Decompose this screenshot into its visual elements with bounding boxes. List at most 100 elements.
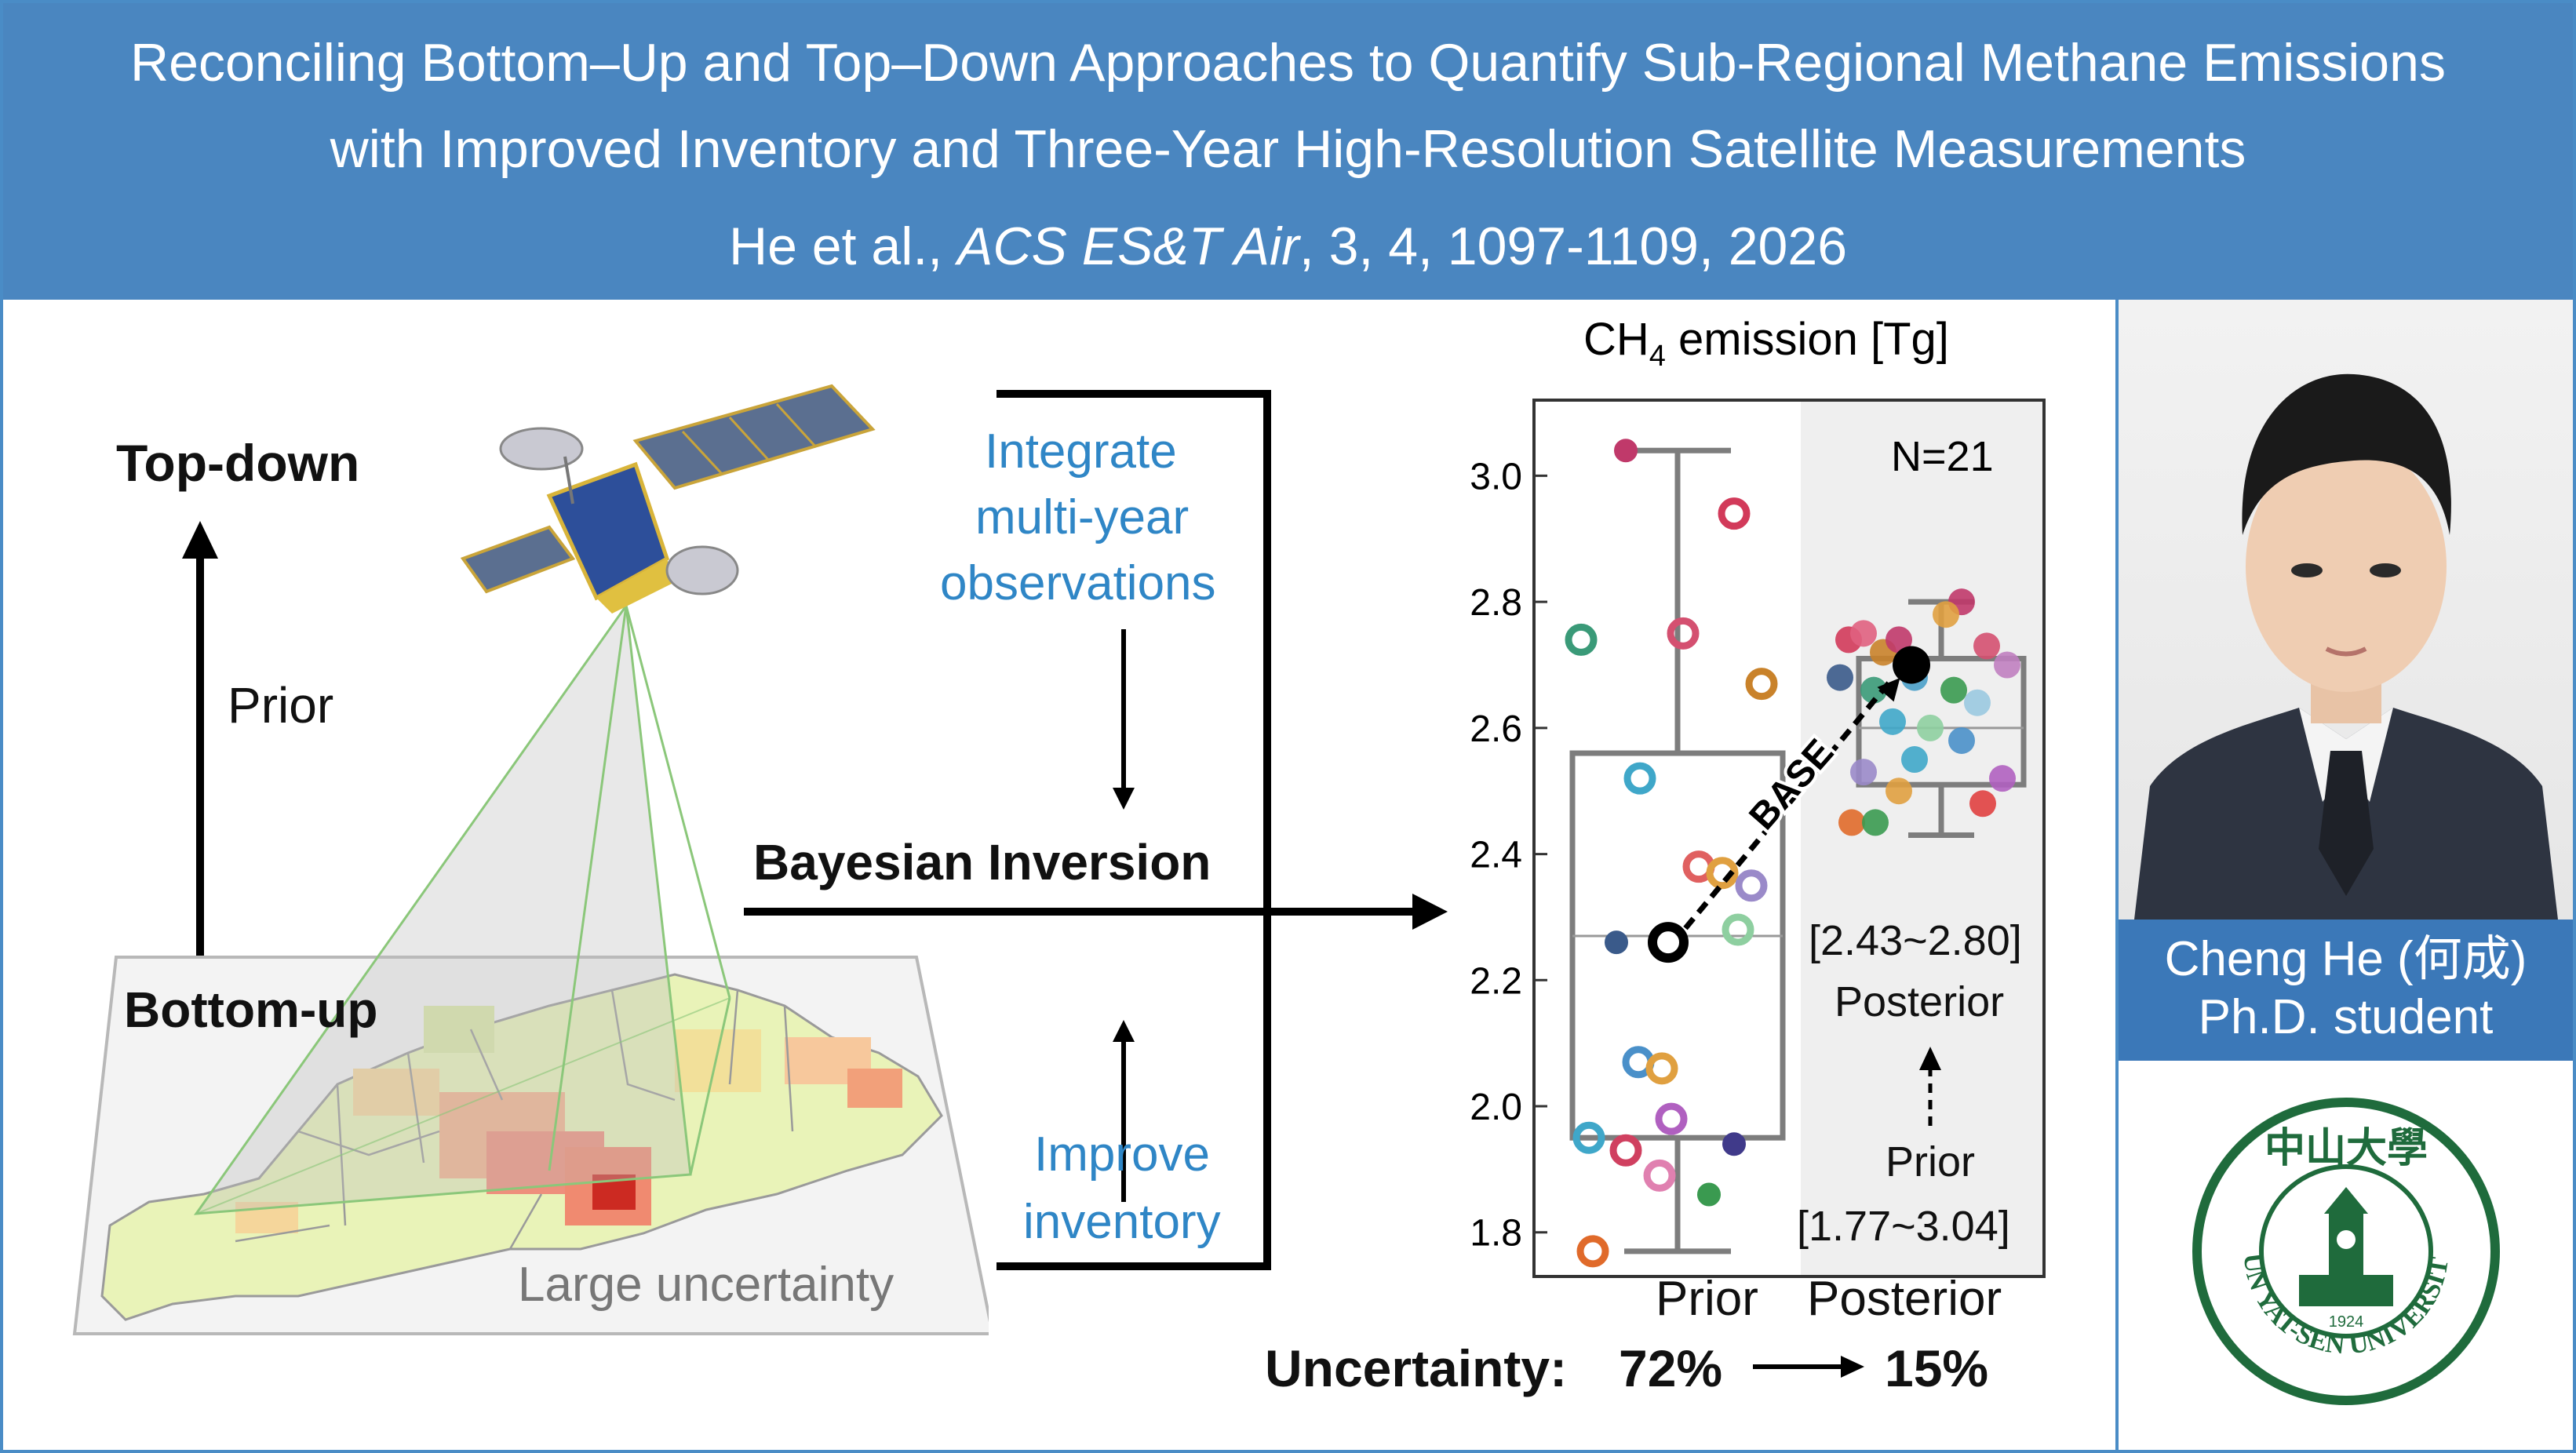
y-tick-label: 2.4	[1470, 835, 1522, 876]
prior-to-posterior-arrow	[1919, 1047, 1941, 1130]
posterior-point	[1879, 708, 1906, 735]
prior-point	[1655, 1102, 1688, 1135]
prior-box	[1569, 750, 1786, 1141]
posterior-point	[1886, 626, 1912, 654]
paper-title-line2: with Improved Inventory and Three-Year H…	[330, 119, 2246, 179]
improve-line1: Improve	[1034, 1127, 1210, 1182]
posterior-point	[1901, 746, 1928, 774]
posterior-point	[1917, 714, 1944, 741]
x-tick-prior: Prior	[1656, 1272, 1758, 1326]
logo-tower-icon	[2299, 1187, 2393, 1306]
top-down-label: Top-down	[116, 434, 360, 492]
posterior-annotation: Posterior	[1835, 978, 2005, 1025]
posterior-point	[1838, 809, 1865, 836]
citation-authors: He et al.,	[728, 217, 958, 276]
y-tick-label: 2.8	[1470, 582, 1522, 624]
prior-annotation: Prior	[1886, 1138, 1976, 1185]
uncertainty-posterior: 15%	[1885, 1339, 1989, 1397]
portrait-photo	[2119, 300, 2573, 920]
person-title: Ph.D. student	[2198, 990, 2494, 1044]
improve-line2: inventory	[1023, 1195, 1221, 1249]
prior-point	[1605, 930, 1628, 955]
posterior-mean-marker	[1893, 646, 1930, 684]
prior-point	[1623, 762, 1656, 795]
posterior-point	[1827, 664, 1853, 691]
prior-range: [1.77~3.04]	[1797, 1203, 2010, 1250]
integrate-line1: Integrate	[985, 424, 1177, 479]
posterior-point	[1994, 651, 2020, 679]
posterior-point	[1969, 790, 1996, 818]
prior-point	[1667, 617, 1700, 650]
posterior-point	[1973, 632, 2000, 660]
posterior-point	[1933, 601, 1959, 628]
prior-point	[1572, 1121, 1605, 1154]
prior-point	[1718, 497, 1751, 530]
prior-point	[1576, 1235, 1609, 1268]
prior-point	[1614, 439, 1638, 463]
plot-frame	[1532, 399, 2046, 1278]
logo-chinese: 中山大學	[2264, 1125, 2428, 1172]
large-uncertainty-label: Large uncertainty	[518, 1258, 894, 1312]
prior-point	[1722, 913, 1754, 946]
top-down-bottom-up-illustration	[72, 384, 989, 1335]
posterior-point	[1964, 689, 1991, 716]
base-arrow-line	[1683, 680, 1892, 930]
down-arrow-head	[1113, 788, 1135, 810]
person-name: Cheng He (何成)	[2164, 932, 2527, 986]
uncertainty-label: Uncertainty:	[1265, 1339, 1568, 1397]
paper-title-line1: Reconciling Bottom–Up and Top–Down Appro…	[130, 33, 2446, 93]
prior-label: Prior	[228, 677, 334, 734]
uncertainty-prior: 72%	[1619, 1339, 1723, 1397]
prior-point	[1722, 1132, 1746, 1156]
prior-point	[1735, 869, 1768, 902]
posterior-point	[1989, 765, 2016, 792]
bracket	[997, 390, 1271, 1270]
top-down-arrow-head	[182, 521, 218, 559]
posterior-point	[1940, 676, 1967, 704]
y-tick-label: 1.8	[1470, 1213, 1522, 1255]
chart-title: CH4 emission [Tg]	[1583, 314, 1949, 373]
y-tick-label: 2.2	[1470, 960, 1522, 1002]
posterior-point	[1860, 676, 1887, 704]
name-box: Cheng He (何成) Ph.D. student	[2119, 920, 2573, 1061]
posterior-point	[1886, 777, 1912, 805]
uncertainty-arrow	[1753, 1356, 1864, 1378]
prior-point	[1643, 1159, 1676, 1192]
bottom-up-label: Bottom-up	[124, 981, 378, 1038]
posterior-point	[1862, 809, 1889, 836]
up-arrow-head	[1113, 1020, 1135, 1042]
prior-point	[1645, 1052, 1678, 1085]
integrate-line2: multi-year	[975, 490, 1190, 544]
y-tick-label: 2.0	[1470, 1087, 1522, 1128]
title-banner: Reconciling Bottom–Up and Top–Down Appro…	[3, 3, 2573, 300]
citation: He et al., ACS ES&T Air, 3, 4, 1097-1109…	[3, 215, 2573, 278]
citation-journal: ACS ES&T Air	[957, 217, 1299, 276]
prior-point	[1706, 857, 1739, 890]
y-tick-label: 2.6	[1470, 708, 1522, 750]
x-tick-posterior: Posterior	[1807, 1272, 2002, 1326]
satellite-beam	[193, 602, 692, 1215]
posterior-point	[1948, 726, 1975, 754]
y-tick-label: 3.0	[1470, 456, 1522, 497]
satellite-icon	[460, 384, 876, 614]
column-divider	[2115, 300, 2119, 1450]
posterior-point	[1850, 759, 1877, 786]
prior-point	[1697, 1182, 1721, 1207]
bayesian-arrow-head	[1412, 894, 1448, 930]
posterior-range: [2.43~2.80]	[1809, 917, 2022, 964]
prior-point	[1745, 668, 1778, 701]
prior-point	[1565, 623, 1598, 656]
logo-year: 1924	[2329, 1313, 2364, 1331]
n-label: N=21	[1891, 433, 1994, 480]
prior-point	[1609, 1134, 1642, 1167]
base-arrow-head	[1877, 678, 1900, 702]
bayesian-flow-diagram	[744, 390, 1448, 1270]
integrate-line3: observations	[940, 556, 1216, 610]
citation-details: , 3, 4, 1097-1109, 2026	[1299, 217, 1848, 276]
posterior-point	[1850, 620, 1877, 647]
prior-mean-marker	[1648, 922, 1689, 963]
university-logo: 中山大學 SUN YAT-SEN UNIVERSITY 1924	[2189, 1094, 2500, 1405]
methane-emission-boxplot: CH4 emission [Tg] 1.82.02.22.42.62.83.0 …	[1470, 314, 2046, 1278]
bayesian-inversion-label: Bayesian Inversion	[753, 834, 1211, 890]
